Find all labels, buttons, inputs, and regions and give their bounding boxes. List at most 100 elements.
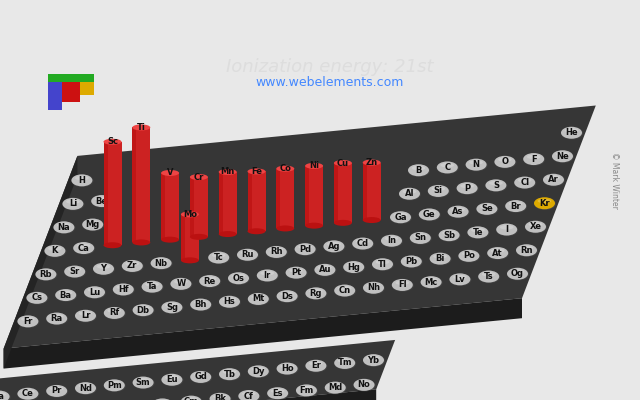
Ellipse shape — [460, 184, 474, 188]
Text: I: I — [505, 225, 508, 234]
Ellipse shape — [104, 379, 125, 391]
Ellipse shape — [478, 270, 499, 282]
Ellipse shape — [223, 370, 236, 374]
Text: Xe: Xe — [529, 222, 541, 231]
Text: Ne: Ne — [556, 152, 569, 161]
Ellipse shape — [465, 159, 488, 171]
Bar — [219, 172, 223, 234]
Ellipse shape — [318, 266, 332, 270]
Ellipse shape — [516, 244, 537, 256]
Ellipse shape — [412, 166, 426, 170]
Ellipse shape — [77, 244, 90, 248]
Ellipse shape — [505, 200, 527, 213]
Text: Re: Re — [204, 276, 216, 286]
Bar — [334, 163, 352, 223]
Polygon shape — [4, 298, 522, 369]
Text: F: F — [531, 154, 536, 164]
Ellipse shape — [132, 240, 150, 246]
Text: Rf: Rf — [109, 308, 120, 318]
Ellipse shape — [30, 294, 44, 298]
Bar — [48, 82, 62, 110]
Text: Ag: Ag — [328, 242, 340, 251]
Ellipse shape — [429, 253, 451, 265]
Bar — [80, 82, 94, 95]
Text: Rh: Rh — [270, 248, 282, 256]
Text: Cs: Cs — [31, 293, 42, 302]
Ellipse shape — [328, 383, 342, 388]
Ellipse shape — [63, 198, 83, 210]
Ellipse shape — [353, 379, 374, 391]
Ellipse shape — [17, 388, 38, 400]
Ellipse shape — [458, 250, 481, 262]
Ellipse shape — [449, 273, 470, 285]
Text: Fm: Fm — [300, 386, 314, 395]
Bar — [334, 163, 338, 223]
Text: C: C — [444, 163, 451, 172]
Ellipse shape — [237, 249, 258, 261]
Text: Ba: Ba — [60, 290, 72, 300]
Ellipse shape — [500, 225, 513, 230]
Ellipse shape — [237, 249, 259, 262]
Ellipse shape — [165, 303, 179, 307]
Ellipse shape — [296, 385, 318, 397]
Ellipse shape — [44, 245, 65, 257]
Ellipse shape — [456, 182, 479, 195]
Ellipse shape — [150, 257, 172, 269]
Ellipse shape — [35, 268, 56, 280]
Ellipse shape — [334, 285, 356, 297]
Ellipse shape — [467, 227, 490, 239]
Text: Al: Al — [404, 189, 414, 198]
Text: Li: Li — [68, 199, 77, 208]
Text: Mn: Mn — [221, 168, 235, 176]
Ellipse shape — [523, 153, 545, 166]
Text: Cn: Cn — [339, 286, 351, 295]
Ellipse shape — [238, 390, 260, 400]
Text: K: K — [52, 246, 58, 255]
Text: Ds: Ds — [281, 292, 293, 301]
Ellipse shape — [86, 220, 100, 224]
Ellipse shape — [238, 390, 259, 400]
Text: Cr: Cr — [194, 172, 204, 182]
Text: Pr: Pr — [51, 386, 62, 396]
Ellipse shape — [248, 168, 266, 174]
Ellipse shape — [401, 256, 422, 268]
Text: S: S — [493, 181, 499, 190]
Bar — [363, 162, 367, 220]
Ellipse shape — [57, 223, 71, 227]
Ellipse shape — [122, 260, 143, 272]
Ellipse shape — [334, 357, 355, 369]
Ellipse shape — [125, 262, 139, 266]
Ellipse shape — [298, 245, 312, 249]
Ellipse shape — [276, 226, 294, 232]
Ellipse shape — [552, 150, 574, 163]
Polygon shape — [0, 389, 376, 400]
Ellipse shape — [376, 260, 389, 264]
Ellipse shape — [338, 358, 351, 363]
Ellipse shape — [181, 211, 199, 217]
Ellipse shape — [209, 393, 230, 400]
Text: Ta: Ta — [147, 282, 157, 291]
Polygon shape — [4, 106, 596, 348]
Ellipse shape — [431, 186, 445, 191]
Ellipse shape — [181, 257, 199, 263]
Ellipse shape — [161, 374, 184, 386]
Ellipse shape — [75, 382, 97, 395]
Text: Hs: Hs — [223, 297, 236, 306]
Ellipse shape — [150, 258, 173, 270]
Ellipse shape — [495, 156, 515, 168]
Ellipse shape — [338, 286, 351, 290]
Text: Ra: Ra — [51, 314, 63, 323]
Ellipse shape — [266, 246, 288, 259]
Ellipse shape — [145, 282, 159, 287]
Ellipse shape — [440, 163, 454, 168]
Text: H: H — [79, 176, 85, 185]
Text: He: He — [565, 128, 578, 137]
Ellipse shape — [276, 362, 298, 374]
Ellipse shape — [363, 160, 381, 166]
Ellipse shape — [260, 271, 274, 276]
Ellipse shape — [343, 261, 364, 273]
Ellipse shape — [485, 179, 506, 191]
Bar — [132, 128, 136, 242]
Ellipse shape — [296, 384, 317, 396]
Ellipse shape — [428, 185, 449, 197]
